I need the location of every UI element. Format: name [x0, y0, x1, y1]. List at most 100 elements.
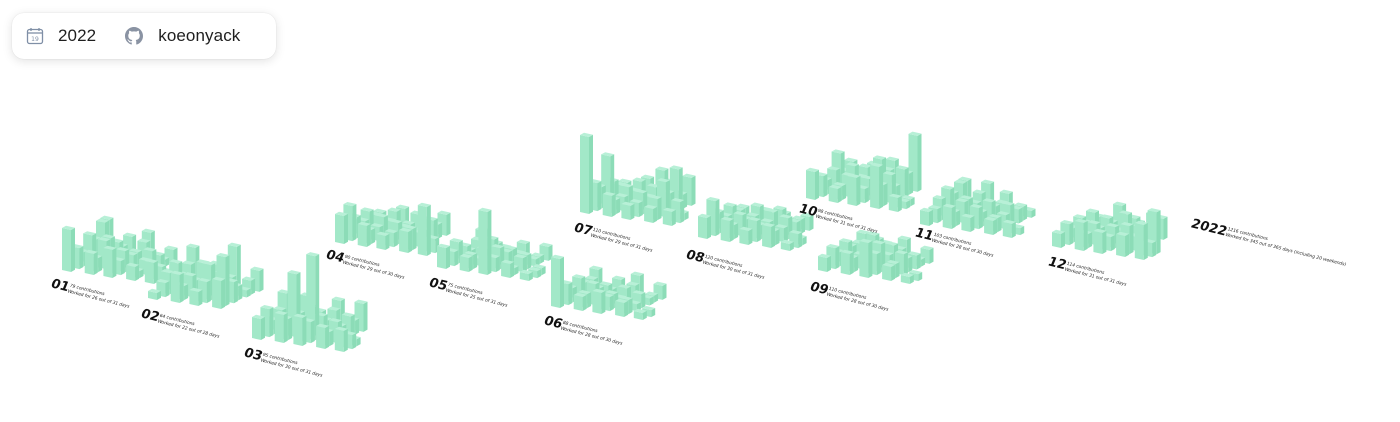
- month-11-chart: [920, 176, 1036, 238]
- month-number: 12: [1045, 255, 1068, 273]
- day-bar: [144, 258, 158, 284]
- day-bar: [662, 207, 676, 226]
- day-bar: [644, 204, 658, 223]
- day-bar: [293, 313, 307, 346]
- month-10-chart: [806, 131, 922, 212]
- day-bar: [316, 323, 330, 349]
- day-bar: [357, 221, 371, 247]
- day-bar: [103, 245, 117, 278]
- month-09-chart: [818, 229, 934, 284]
- day-bar: [602, 191, 616, 217]
- day-bar: [847, 173, 861, 206]
- day-bar: [501, 259, 515, 278]
- month-04-chart: [335, 201, 451, 256]
- day-bar: [592, 288, 606, 314]
- day-bar: [1116, 231, 1130, 257]
- day-bar: [762, 222, 776, 248]
- day-bar: [882, 262, 896, 281]
- day-bar: [828, 184, 842, 203]
- month-number: 01: [48, 277, 71, 295]
- day-bar: [459, 253, 473, 272]
- svg-text:19: 19: [31, 36, 39, 43]
- day-bar: [961, 213, 975, 232]
- day-bar: [84, 249, 98, 275]
- day-bar: [984, 216, 998, 235]
- day-bar: [252, 314, 265, 340]
- month-01-chart: [62, 215, 178, 284]
- month-number: 05: [426, 276, 449, 294]
- day-bar: [1002, 219, 1016, 238]
- month-number: 09: [807, 280, 830, 298]
- day-bar: [942, 203, 956, 229]
- month-number: 08: [683, 248, 706, 266]
- month-number: 07: [571, 221, 594, 239]
- day-bar: [1093, 228, 1107, 254]
- month-08-chart: [698, 196, 814, 251]
- year-label: 2022: [58, 26, 97, 45]
- month-number: 02: [138, 307, 161, 325]
- day-bar: [376, 231, 390, 250]
- month-number: 04: [323, 248, 346, 266]
- summary-year: 2022: [1188, 217, 1229, 240]
- day-bar: [888, 193, 902, 212]
- summary-worked-days: Worked for 345 out of 365 days (includin…: [1224, 232, 1347, 268]
- day-bar: [519, 269, 533, 281]
- day-bar: [478, 207, 492, 275]
- month-03-chart: [252, 252, 368, 352]
- day-bar: [274, 310, 288, 343]
- day-bar: [335, 211, 348, 244]
- day-bar: [698, 213, 711, 239]
- day-bar: [573, 292, 587, 311]
- day-bar: [739, 226, 753, 245]
- day-bar: [551, 254, 564, 308]
- day-bar: [399, 227, 413, 253]
- day-bar: [818, 253, 831, 272]
- month-07-chart: [580, 132, 696, 226]
- day-bar: [870, 162, 884, 209]
- year-selector[interactable]: 19 2022: [12, 13, 96, 59]
- day-bar: [417, 202, 431, 256]
- day-bar: [1134, 220, 1148, 260]
- month-06-chart: [551, 254, 667, 320]
- github-icon: [125, 27, 144, 45]
- day-bar: [780, 239, 794, 251]
- day-bar: [900, 272, 914, 284]
- day-bar: [806, 167, 819, 200]
- day-bar: [1052, 229, 1065, 248]
- day-bar: [437, 243, 450, 269]
- month-number: 11: [912, 226, 935, 244]
- day-bar: [840, 249, 854, 275]
- github-user-selector[interactable]: koeonyack: [96, 13, 240, 59]
- month-number: 03: [241, 346, 264, 364]
- month-number: 06: [541, 314, 564, 332]
- month-number: 10: [796, 202, 819, 220]
- day-bar: [615, 298, 629, 317]
- toolbar: 19 2022 koeonyack: [12, 13, 276, 59]
- month-12-chart: [1052, 201, 1168, 260]
- day-bar: [920, 207, 933, 226]
- day-bar: [62, 225, 75, 272]
- day-bar: [621, 201, 635, 220]
- calendar-icon: 19: [26, 27, 44, 45]
- day-bar: [148, 288, 161, 300]
- day-bar: [1074, 218, 1088, 251]
- day-bar: [189, 287, 203, 306]
- username-label: koeonyack: [158, 26, 241, 45]
- month-05-chart: [437, 207, 553, 281]
- day-bar: [170, 270, 184, 303]
- day-bar: [859, 238, 873, 278]
- day-bar: [212, 276, 226, 309]
- day-bar: [633, 308, 647, 320]
- day-bar: [126, 262, 140, 281]
